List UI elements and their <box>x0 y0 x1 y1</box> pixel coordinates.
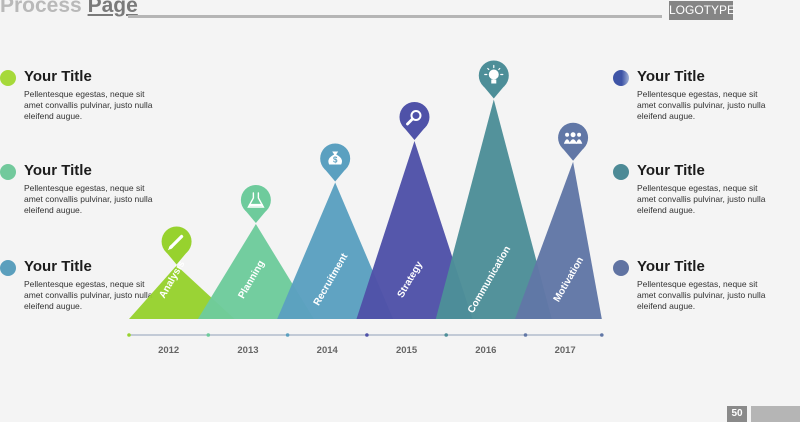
lightbulb-icon <box>484 64 504 84</box>
item-description: Pellentesque egestas, neque sit amet con… <box>24 89 153 121</box>
timeline-dot <box>127 333 131 337</box>
triangle-shape <box>356 141 473 319</box>
triangle-shape <box>515 161 602 319</box>
bag-shape <box>328 151 342 165</box>
person-body <box>569 139 578 144</box>
magnifier-lens <box>410 110 422 121</box>
item-description: Pellentesque egestas, neque sit amet con… <box>637 279 766 311</box>
year-label: 2016 <box>475 345 496 356</box>
money-bag-icon: $ <box>328 151 342 165</box>
page-bar <box>751 406 800 422</box>
item-title: Your Title <box>24 68 92 85</box>
bullet-dot <box>613 70 629 86</box>
pin-marker <box>240 185 271 223</box>
pin-circle <box>399 102 430 132</box>
person-head <box>577 132 582 137</box>
bulb-base <box>491 79 497 84</box>
bullet-dot <box>0 164 16 180</box>
pin-circle <box>240 185 271 215</box>
year-label: 2015 <box>396 345 418 356</box>
pin-marker: $ <box>320 143 351 182</box>
timeline-dot <box>285 333 290 337</box>
bulb-ray <box>498 67 501 71</box>
year-label: 2017 <box>555 345 576 356</box>
bullet-dot <box>613 260 629 276</box>
pencil-tip <box>167 245 173 251</box>
item-title: Your Title <box>637 68 705 85</box>
triangle-shape <box>435 99 552 319</box>
flask-icon <box>247 192 265 208</box>
pencil-body <box>168 234 184 250</box>
triangle-shape <box>277 182 394 319</box>
year-label: 2013 <box>237 345 258 356</box>
timeline-dot <box>444 333 449 337</box>
triangle-step-strategy: Strategy <box>356 102 473 319</box>
header-rule <box>128 15 662 18</box>
item-title: Your Title <box>24 258 92 275</box>
year-label: 2012 <box>158 345 179 356</box>
year-label: 2014 <box>317 345 339 356</box>
item-title: Your Title <box>637 258 705 275</box>
title-part-a: Process <box>0 0 82 17</box>
item-title: Your Title <box>637 162 705 179</box>
person-head <box>565 132 570 137</box>
magnifier-icon <box>406 110 422 126</box>
person-body <box>563 139 571 144</box>
item-title: Your Title <box>24 162 92 179</box>
timeline: 2012 2013 2014 2015 2016 2017 <box>127 333 604 356</box>
pencil-icon <box>167 234 184 251</box>
timeline-dot <box>206 333 211 337</box>
triangle-step-motivation: Motivation <box>515 122 602 319</box>
bulb-glass <box>488 69 499 80</box>
person-body <box>575 139 583 144</box>
triangle-step-communication: Communication <box>435 60 552 319</box>
item-description: Pellentesque egestas, neque sit amet con… <box>24 183 153 215</box>
triangle-step-recruitment: Recruitment$ <box>277 143 394 319</box>
triangle-step-planning: Planning <box>197 185 314 319</box>
person-head <box>570 132 576 138</box>
bulb-ray <box>487 67 490 71</box>
title-part-b: Page <box>87 0 138 17</box>
triangle-shape <box>197 224 314 319</box>
pin-circle <box>558 122 589 153</box>
item-description: Pellentesque egestas, neque sit amet con… <box>637 89 766 121</box>
bullet-dot <box>0 70 16 86</box>
magnifier-handle <box>406 117 414 126</box>
pin-marker <box>558 122 589 161</box>
item-description: Pellentesque egestas, neque sit amet con… <box>637 183 766 215</box>
team-icon <box>563 132 583 144</box>
pin-marker <box>478 60 509 99</box>
flask-body <box>247 192 265 208</box>
timeline-dot <box>365 333 369 337</box>
pin-marker <box>161 226 192 265</box>
timeline-dot <box>523 333 528 337</box>
dollar-sign: $ <box>333 156 338 165</box>
timeline-dot <box>600 333 604 337</box>
pin-marker <box>399 102 430 140</box>
bullet-dot <box>613 164 629 180</box>
logo: LOGOTYPE <box>669 1 735 20</box>
item-description: Pellentesque egestas, neque sit amet con… <box>24 279 153 311</box>
page-title: Process Page <box>0 0 138 18</box>
bullet-dot <box>0 260 16 276</box>
page-number: 50 <box>727 406 747 422</box>
